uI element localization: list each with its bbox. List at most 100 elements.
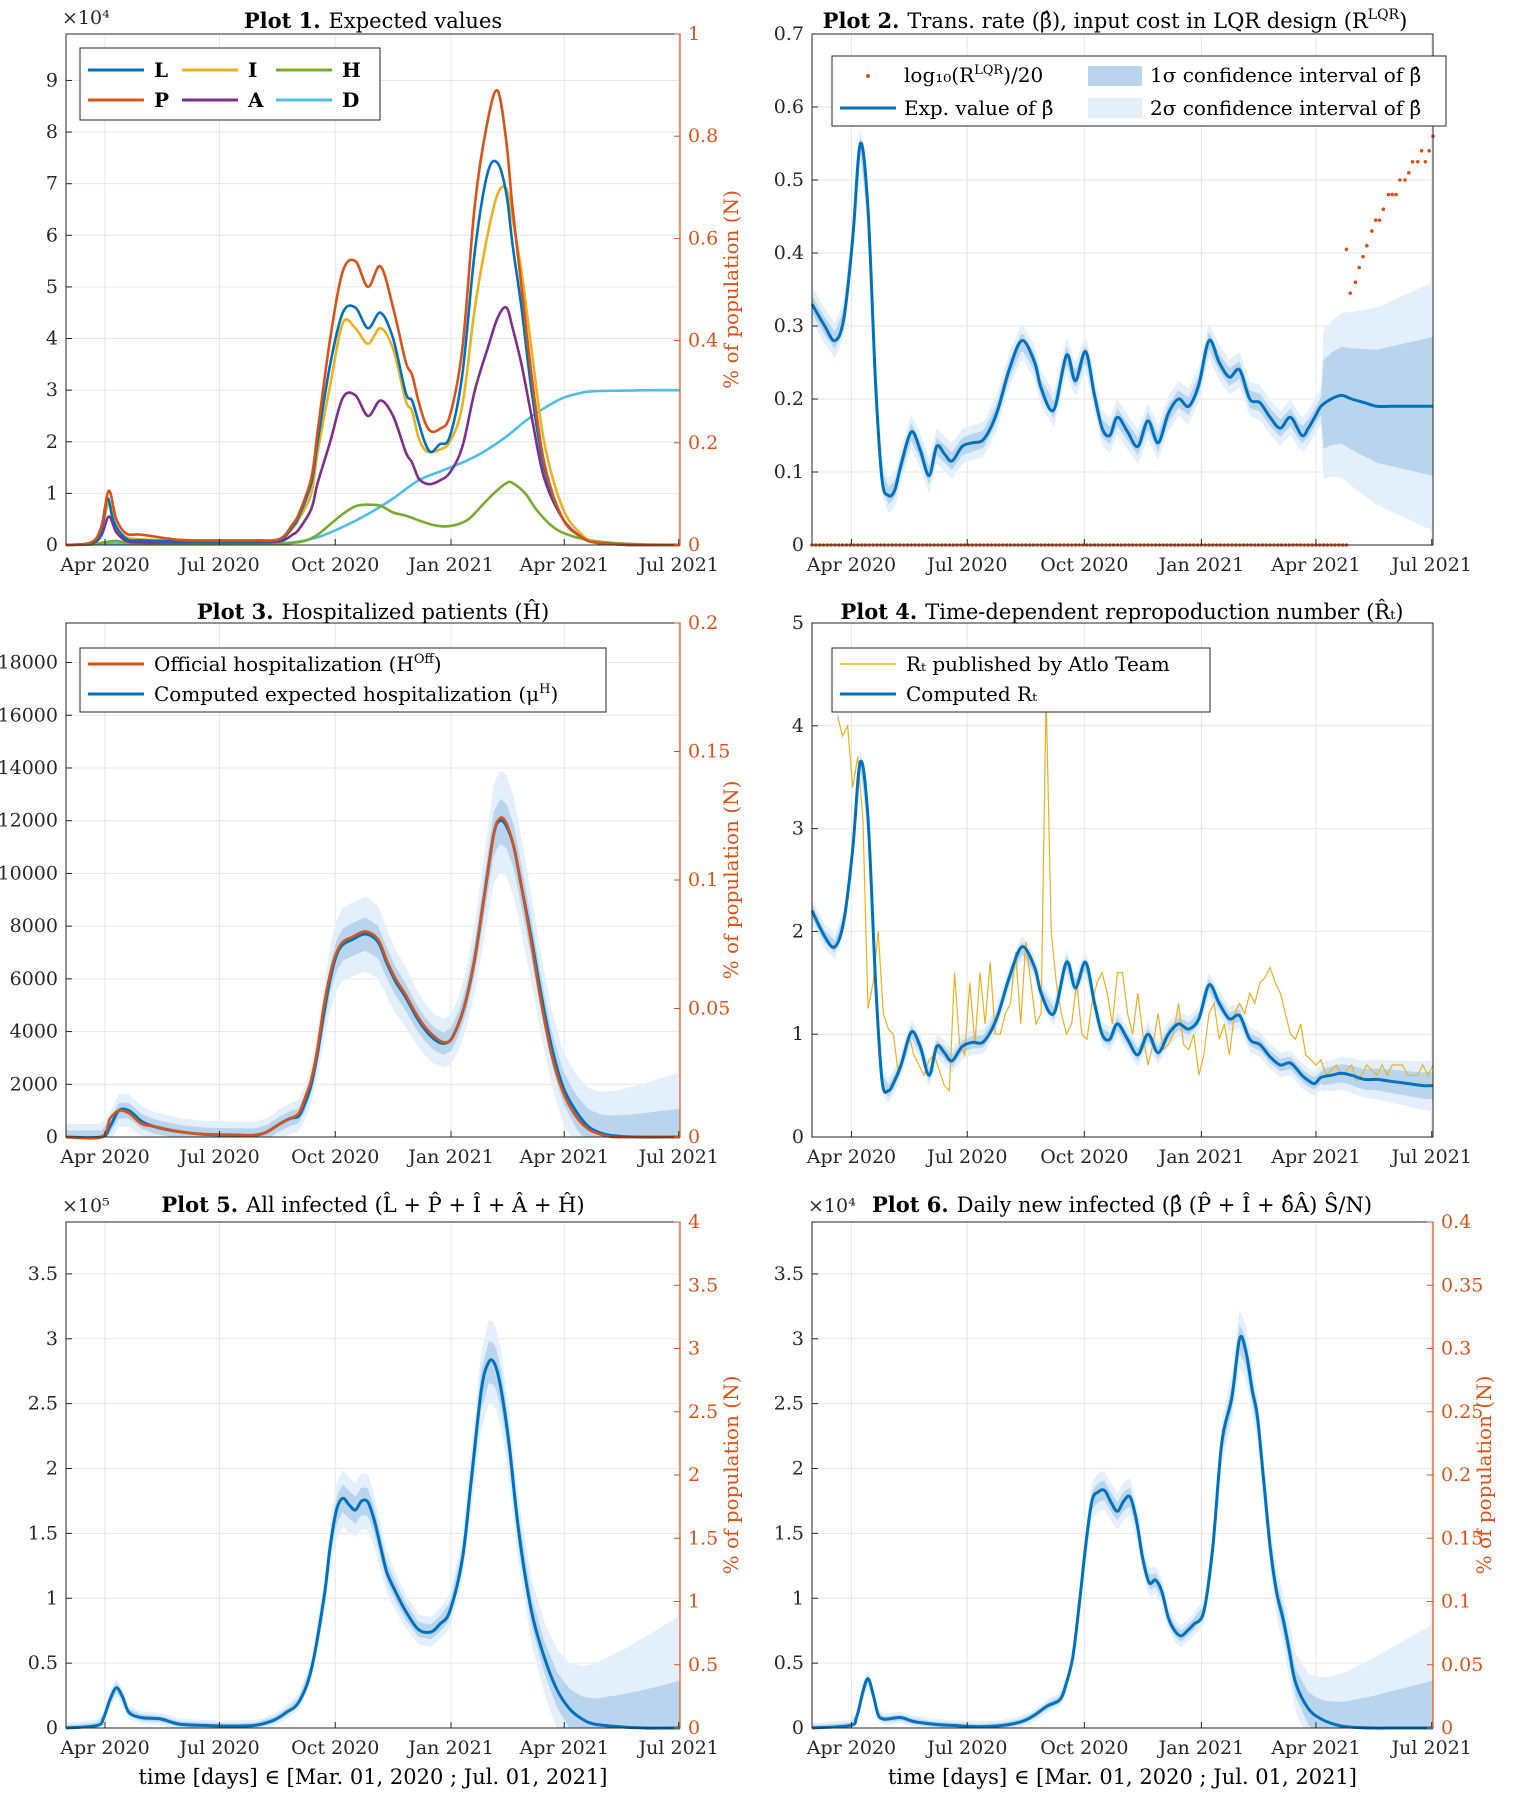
chart-title: Plot 1. Expected values	[244, 8, 502, 33]
y2-tick-label: 0	[688, 1717, 700, 1739]
x-tick-label: Jul 2021	[1390, 1146, 1472, 1168]
x-tick-label: Oct 2020	[1040, 1146, 1128, 1168]
r-lqr-point	[1370, 229, 1374, 233]
chart-title-bold: Plot 1.	[244, 8, 321, 33]
y2-tick-label: 0.5	[688, 1654, 718, 1676]
r-lqr-point	[1390, 192, 1395, 197]
y-tick-label: 6000	[10, 968, 58, 990]
y-tick-label: 16000	[0, 704, 58, 726]
chart-title: Plot 2. Trans. rate (β̂), input cost in L…	[823, 7, 1408, 33]
x-tick-label: Jul 2021	[637, 1737, 719, 1759]
r-lqr-point	[1410, 159, 1415, 164]
chart-title-end: )	[1399, 9, 1407, 33]
beta-confidence-1sigma	[812, 134, 1433, 505]
y-tick-label: 0	[792, 1126, 804, 1148]
r-lqr-point	[1427, 149, 1431, 153]
legend-label-I: I	[248, 58, 257, 82]
series-line-P	[65, 89, 681, 547]
r-lqr-markers	[1344, 134, 1435, 295]
y2-tick-label: 0.2	[688, 432, 718, 454]
chart-title-text: Hospitalized patients (Ĥ)	[282, 600, 550, 624]
y2-tick-label: 0.25	[1441, 1401, 1483, 1423]
series-line-D	[65, 388, 681, 547]
r-lqr-point	[1407, 170, 1411, 175]
plot3-axes: Apr 2020 Jul 2020 Oct 2020 Jan 2021 Apr 2021…	[0, 599, 743, 1168]
y-exponent: ×10⁴	[62, 7, 110, 29]
y-tick-label: 3	[46, 1328, 58, 1350]
y2-tick-label: 0.35	[1441, 1274, 1483, 1296]
x-tick-label: Oct 2020	[1040, 1737, 1128, 1759]
y-tick-label: 0.6	[774, 96, 804, 118]
y2-tick-label: 2.5	[688, 1401, 718, 1423]
beta-confidence	[812, 126, 1433, 531]
y2-tick-label: 0	[688, 534, 700, 556]
y2-tick-label: 3.5	[688, 1274, 718, 1296]
legend-label-official: Official hospitalization (HOff)	[154, 652, 442, 676]
series-line-atlo	[836, 694, 1434, 1093]
x-tick-label: Jul 2021	[1390, 554, 1472, 576]
legend-label-atlo: Rₜ published by Atlo Team	[906, 652, 1170, 676]
x-tick-label: Jan 2021	[406, 1146, 494, 1168]
r-lqr-point	[1423, 159, 1428, 164]
y2-tick-label: 0.6	[688, 227, 718, 249]
x-tick-label: Apr 2021	[519, 1737, 609, 1759]
rt-confidence	[812, 749, 1433, 1111]
y-tick-label: 1	[792, 1587, 804, 1609]
chart-title: Plot 4. Time-dependent repropoduction num…	[841, 599, 1404, 624]
y-tick-label: 4000	[10, 1021, 58, 1043]
y-tick-label: 1.5	[28, 1522, 58, 1544]
y-tick-label: 0.5	[774, 169, 804, 191]
r-lqr-point	[1377, 218, 1382, 222]
y-tick-label: 0.7	[774, 23, 804, 45]
y2-tick-label: 0.2	[688, 612, 718, 634]
y-tick-label: 12000	[0, 810, 58, 832]
r-lqr-point	[1394, 192, 1398, 197]
plot5-panel: Apr 2020 Jul 2020 Oct 2020 Jan 2021 Apr 2021…	[28, 1192, 743, 1789]
daily-confidence	[812, 1310, 1433, 1728]
series-line-A	[65, 305, 681, 547]
x-tick-label: Apr 2020	[59, 1146, 149, 1168]
x-tick-label: Apr 2021	[1270, 1737, 1360, 1759]
legend-label-1sigma: 1σ confidence interval of β̂	[1150, 63, 1421, 87]
series-line-computed	[810, 759, 1434, 1094]
plot1-grid	[66, 34, 680, 546]
legend-label-computed: Computed Rₜ	[906, 682, 1037, 706]
chart-title-bold: Plot 3.	[197, 599, 274, 624]
legend-label-rlqr: log₁₀(RLQR)/20	[904, 63, 1043, 87]
plot1-panel: Apr 2020 Jul 2020 Oct 2020 Jan 2021 Apr 2021…	[46, 7, 743, 576]
legend-label-computed: Computed expected hospitalization (μH)	[154, 682, 558, 706]
y-tick-label: 2000	[10, 1073, 58, 1095]
legend-box	[79, 647, 607, 713]
r-lqr-point	[1419, 149, 1424, 153]
y-exponent: ×10⁴	[808, 1195, 856, 1217]
r-lqr-point	[1398, 178, 1402, 182]
plot5-axes: Apr 2020 Jul 2020 Oct 2020 Jan 2021 Apr 2021…	[28, 1192, 743, 1789]
y-tick-label: 4	[46, 328, 58, 350]
y-tick-label: 2	[792, 920, 804, 942]
y-tick-label: 5	[792, 612, 804, 634]
y-tick-label: 3	[46, 379, 58, 401]
y-tick-label: 3	[792, 818, 804, 840]
series-line-daily	[811, 1334, 1433, 1730]
plot6-panel: Apr 2020 Jul 2020 Oct 2020 Jan 2021 Apr 2021…	[774, 1192, 1496, 1789]
legend-label-beta: Exp. value of β̂	[904, 96, 1053, 120]
legend: log₁₀(RLQR)/20 Exp. value of β̂ 1σ confide…	[831, 55, 1447, 127]
hosp-confidence-1sigma	[66, 799, 680, 1137]
plot6-axes: Apr 2020 Jul 2020 Oct 2020 Jan 2021 Apr 2021…	[774, 1192, 1496, 1789]
series-line-H	[65, 480, 681, 547]
legend-swatch-2sigma	[1088, 98, 1142, 118]
plot-frame	[811, 622, 1434, 1138]
r-lqr-point	[1348, 291, 1353, 295]
y-tick-label: 3	[792, 1328, 804, 1350]
chart-title-bold: Plot 5.	[161, 1192, 238, 1217]
y2-tick-label: 0.3	[1441, 1338, 1471, 1360]
y-tick-label: 9	[46, 69, 58, 91]
chart-title-bold: Plot 6.	[872, 1192, 949, 1217]
x-tick-label: Oct 2020	[291, 1146, 379, 1168]
x-tick-label: Jul 2021	[1390, 1737, 1472, 1759]
all-confidence	[66, 1320, 680, 1728]
y2-tick-label: 4	[688, 1211, 700, 1233]
y-tick-label: 4	[792, 715, 804, 737]
x-tick-label: Jan 2021	[1157, 554, 1245, 576]
